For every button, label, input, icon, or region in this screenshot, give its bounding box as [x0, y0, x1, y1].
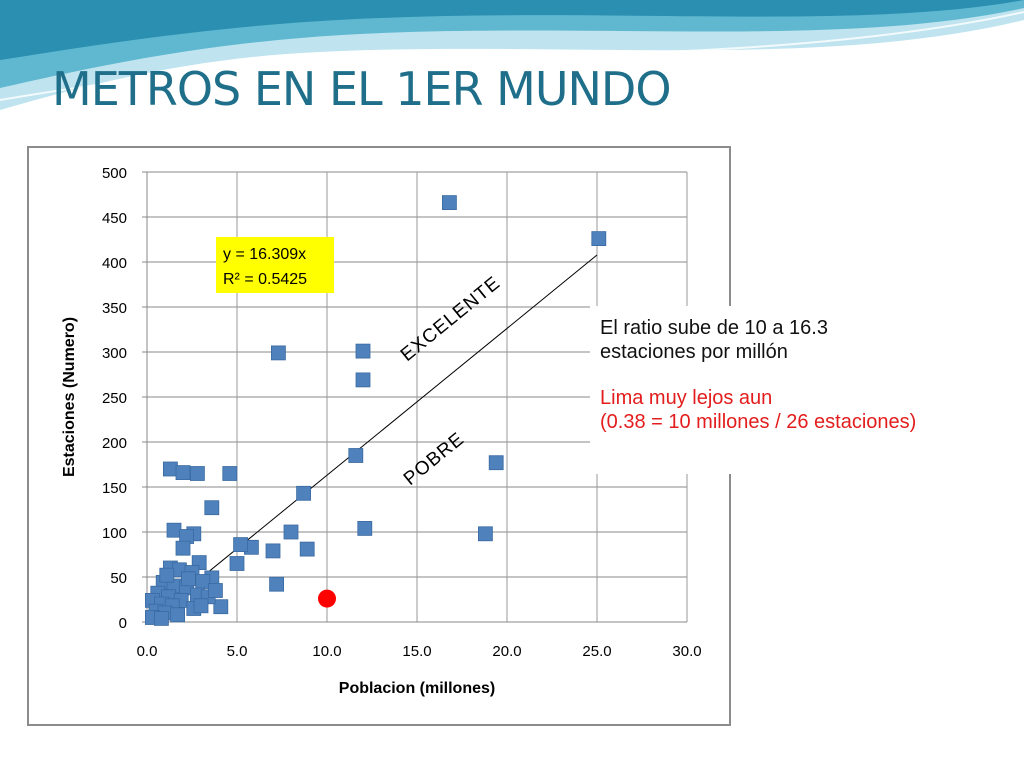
- data-point: [348, 448, 364, 463]
- data-point: [357, 520, 373, 536]
- grid-lines: [146, 171, 688, 623]
- data-point: [204, 500, 220, 516]
- y-tick-label: 100: [102, 525, 127, 542]
- equation-line2: R² = 0.5425: [223, 271, 307, 288]
- note-line-lima-ratio: (0.38 = 10 millones / 26 estaciones): [600, 411, 917, 433]
- data-points: [145, 195, 607, 626]
- slide-title: METROS EN EL 1ER MUNDO: [52, 62, 672, 116]
- note-line-lima: Lima muy lejos aun: [600, 387, 773, 409]
- data-point: [441, 195, 457, 210]
- data-point: [270, 345, 286, 361]
- data-point: [213, 599, 229, 615]
- scatter-chart: 0 50 100 150 200 250 300 350 400 450 500 0.0 5.0 10.0…: [61, 165, 702, 697]
- x-tick-label: 20.0: [492, 643, 521, 660]
- x-tick-label: 30.0: [672, 643, 701, 660]
- data-point: [207, 583, 223, 598]
- y-tick-label: 0: [119, 615, 127, 632]
- y-tick-label: 200: [102, 435, 127, 452]
- annotation-box: El ratio sube de 10 a 16.3 estaciones po…: [590, 306, 1024, 474]
- data-point: [175, 540, 191, 556]
- note-line-stations: estaciones por millón: [600, 341, 788, 363]
- data-point: [166, 522, 182, 538]
- note-spacer: [600, 364, 1024, 386]
- trendline-equation-box: y = 16.309x R² = 0.5425: [216, 237, 334, 293]
- x-tick-label: 25.0: [582, 643, 611, 660]
- data-point: [193, 598, 209, 614]
- data-point: [477, 526, 493, 542]
- data-point: [222, 466, 238, 481]
- data-point: [265, 543, 281, 559]
- y-tick-label: 350: [102, 300, 127, 317]
- tick-labels: 0 50 100 150 200 250 300 350 400 450 500 0.0 5.0 10.0…: [102, 165, 702, 660]
- data-point: [180, 571, 196, 587]
- data-point: [189, 466, 205, 481]
- data-point: [159, 567, 175, 583]
- x-tick-label: 0.0: [137, 643, 158, 660]
- y-axis-label: Estaciones (Numero): [61, 317, 78, 477]
- y-tick-label: 250: [102, 390, 127, 407]
- note-line-ratio: El ratio sube de 10 a 16.3: [600, 317, 828, 339]
- x-tick-label: 5.0: [227, 643, 248, 660]
- data-point: [296, 485, 312, 501]
- data-point: [195, 574, 211, 589]
- data-point: [488, 455, 504, 471]
- y-tick-label: 150: [102, 480, 127, 497]
- equation-line1: y = 16.309x: [223, 246, 306, 263]
- region-label-pobre: POBRE: [400, 428, 469, 489]
- data-point: [175, 465, 191, 481]
- trendline: [146, 254, 598, 623]
- data-point: [355, 343, 371, 359]
- x-tick-label: 10.0: [312, 643, 341, 660]
- data-point: [233, 537, 249, 553]
- wave-line: [0, 11, 1024, 101]
- y-tick-label: 500: [102, 165, 127, 182]
- data-point: [162, 461, 178, 477]
- equation-background: [216, 237, 334, 293]
- data-point: [591, 231, 607, 246]
- y-tick-label: 450: [102, 210, 127, 227]
- data-point: [299, 541, 315, 557]
- data-point: [170, 607, 186, 623]
- y-tick-label: 300: [102, 345, 127, 362]
- data-point: [269, 576, 285, 592]
- x-axis-label: Poblacion (millones): [339, 680, 495, 697]
- wave-band-dark: [0, 0, 1024, 60]
- highlight-point-lima: [318, 589, 336, 608]
- y-tick-label: 50: [110, 570, 127, 587]
- data-point: [154, 610, 169, 626]
- y-tick-label: 400: [102, 255, 127, 272]
- data-point: [283, 524, 299, 540]
- data-point: [229, 556, 245, 571]
- x-tick-label: 15.0: [402, 643, 431, 660]
- data-point: [355, 372, 371, 388]
